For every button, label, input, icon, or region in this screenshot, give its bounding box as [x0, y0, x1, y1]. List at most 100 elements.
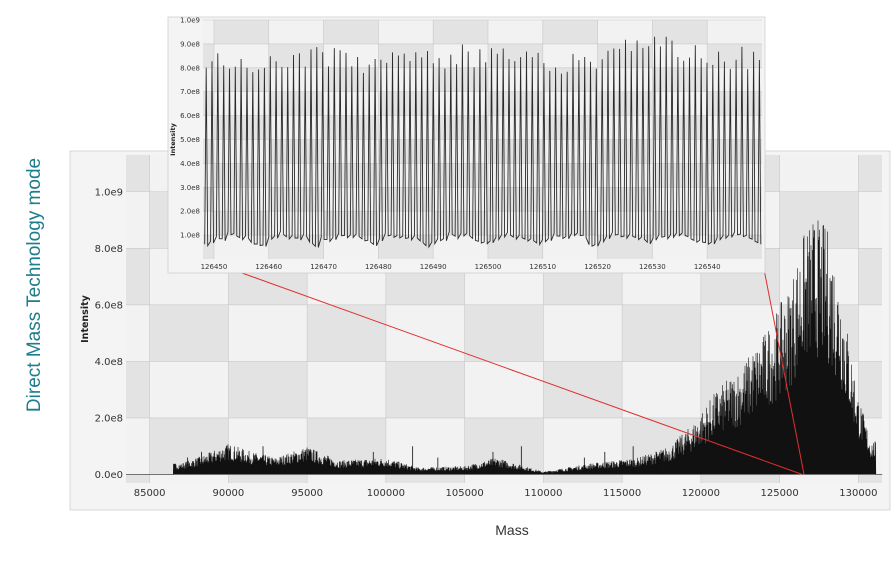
inset-chart-grid-cell	[652, 20, 708, 44]
inset-chart-x-tick-label: 126510	[529, 263, 556, 271]
inset-chart-grid-cell	[487, 235, 543, 259]
main-chart-grid-cell	[622, 474, 701, 483]
main-chart-x-tick-label: 90000	[212, 488, 244, 499]
inset-chart-grid-cell	[433, 163, 488, 188]
main-chart-y-axis-label: Intensity	[80, 294, 91, 342]
main-chart-grid-cell	[464, 304, 544, 362]
inset-chart-x-tick-label: 126540	[694, 263, 721, 271]
inset-chart-grid-cell	[213, 139, 269, 164]
inset-chart-grid-cell	[268, 91, 324, 116]
main-chart-grid-cell	[126, 474, 150, 483]
main-chart-x-tick-label: 130000	[839, 488, 877, 499]
spectrum-trace	[126, 220, 883, 475]
inset-chart-grid-cell	[542, 67, 598, 92]
main-chart-y-tick-label: 6.0e8	[95, 300, 123, 311]
main-chart-y-tick-label: 2.0e8	[95, 413, 123, 424]
main-chart-grid-cell	[126, 361, 150, 418]
inset-chart-grid-cell	[487, 20, 543, 44]
main-chart-x-tick-label: 125000	[761, 488, 799, 499]
inset-chart-grid-cell	[203, 139, 214, 164]
inset-chart-grid-cell	[203, 115, 214, 140]
inset-chart-x-tick-label: 126450	[201, 263, 228, 271]
main-chart-x-tick-label: 85000	[134, 488, 166, 499]
inset-chart-grid-cell	[707, 235, 762, 259]
inset-chart-grid-cell	[652, 115, 708, 140]
main-chart-grid-cell	[700, 304, 780, 362]
side-title: Direct Mass Technology mode	[24, 157, 45, 413]
inset-chart-y-tick-label: 7.0e8	[180, 88, 200, 96]
inset-chart-grid-cell	[268, 43, 324, 68]
inset-chart-grid-cell	[213, 163, 269, 188]
main-chart-x-tick-label: 100000	[367, 488, 405, 499]
inset-chart-grid-cell	[707, 20, 762, 44]
inset-chart-grid-cell	[652, 187, 708, 212]
main-chart-y-tick-label: 4.0e8	[95, 357, 123, 368]
main-chart-grid-cell	[622, 304, 701, 362]
inset-chart-y-tick-label: 5.0e8	[180, 136, 200, 144]
inset-chart-y-tick-label: 1.0e8	[180, 232, 200, 240]
inset-chart-grid-cell	[323, 67, 379, 92]
inset-chart-grid-cell	[433, 20, 488, 44]
inset-chart-grid-cell	[203, 211, 214, 236]
inset-chart-y-tick-label: 3.0e8	[180, 184, 200, 192]
main-chart-x-tick-label: 95000	[291, 488, 323, 499]
inset-chart-grid-cell	[378, 139, 434, 164]
main-chart-grid-cell	[779, 155, 859, 192]
inset-chart-grid-cell	[203, 67, 214, 92]
inset-chart-grid-cell	[707, 67, 762, 92]
main-chart-x-tick-label: 110000	[524, 488, 562, 499]
inset-chart-grid-cell	[378, 163, 434, 188]
zoom-line-right	[761, 258, 805, 475]
inset-chart-grid-cell	[213, 187, 269, 212]
main-chart-grid-cell	[126, 248, 150, 305]
inset-chart-grid-cell	[378, 187, 434, 212]
inset-chart-grid-cell	[268, 67, 324, 92]
main-chart-grid-cell	[385, 304, 465, 362]
inset-trace	[204, 36, 762, 249]
main-chart-grid-cell	[149, 474, 229, 483]
inset-chart-grid-cell	[433, 139, 488, 164]
main-chart-grid-cell	[858, 474, 882, 483]
main-chart-grid-cell	[858, 361, 882, 418]
x-axis-label: Mass	[495, 522, 529, 538]
inset-chart-grid-cell	[203, 20, 214, 44]
inset-chart-y-tick-label: 6.0e8	[180, 112, 200, 120]
inset-chart-grid-cell	[268, 20, 324, 44]
inset-chart-grid-cell	[597, 235, 653, 259]
main-chart-grid-cell	[700, 474, 780, 483]
main-chart-grid-cell	[385, 474, 465, 483]
inset-chart-grid-cell	[542, 20, 598, 44]
inset-chart-x-tick-label: 126500	[475, 263, 502, 271]
main-chart-grid-cell	[858, 155, 882, 192]
inset-chart-grid-cell	[203, 235, 214, 259]
inset-chart-grid-cell	[433, 211, 488, 236]
inset-chart-grid-cell	[542, 115, 598, 140]
inset-chart-x-tick-label: 126490	[420, 263, 447, 271]
zoom-line-left	[202, 258, 803, 475]
inset-chart-grid-cell	[203, 187, 214, 212]
main-chart-grid-cell	[126, 191, 150, 249]
inset-chart-grid-cell	[487, 43, 543, 68]
main-chart-grid-cell	[228, 474, 308, 483]
inset-chart-grid-cell	[597, 20, 653, 44]
inset-chart-grid-cell	[652, 235, 708, 259]
inset-chart-grid-cell	[707, 43, 762, 68]
inset-chart-grid-cell	[213, 43, 269, 68]
inset-chart-grid-cell	[323, 91, 379, 116]
main-chart-grid-cell	[126, 155, 150, 192]
inset-chart-grid-cell	[213, 235, 269, 259]
inset-chart-grid-cell	[433, 43, 488, 68]
inset-chart-grid-cell	[203, 91, 214, 116]
inset-chart-grid-cell	[433, 235, 488, 259]
main-chart-grid-cell	[622, 361, 701, 418]
inset-chart-y-tick-label: 2.0e8	[180, 208, 200, 216]
main-chart-grid-cell	[307, 361, 386, 418]
main-chart-y-tick-label: 1.0e9	[95, 187, 123, 198]
inset-chart-x-tick-label: 126530	[639, 263, 666, 271]
inset-chart-grid-cell	[542, 235, 598, 259]
main-chart-x-tick-label: 120000	[682, 488, 720, 499]
main-chart-x-tick-label: 105000	[446, 488, 484, 499]
main-chart-grid-cell	[858, 248, 882, 305]
